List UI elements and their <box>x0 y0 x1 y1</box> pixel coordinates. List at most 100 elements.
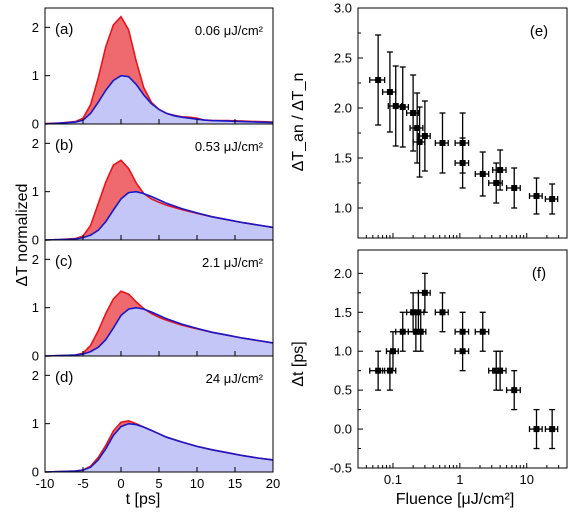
marker <box>497 167 504 173</box>
data-point <box>395 66 410 148</box>
blue-line <box>44 190 274 241</box>
marker <box>511 387 518 394</box>
y-tick-label: 0 <box>32 349 39 364</box>
data-point <box>528 408 543 450</box>
panel-label: (d) <box>55 369 73 386</box>
y-tick-label: 0 <box>32 233 39 248</box>
marker <box>414 125 421 131</box>
marker <box>549 196 556 202</box>
panel-e: 1.0 1.5 2.0 2.5 3.0 (e) <box>334 1 568 239</box>
panel-f: -0.5 0.0 0.5 1.0 1.5 2.0 0.1 1 10 (f) <box>330 249 568 487</box>
fluence-label: 0.06 μJ/cm² <box>195 23 264 38</box>
y-tick-label: 2 <box>32 136 39 151</box>
y-tick-label: 1.5 <box>334 151 352 166</box>
x-tick-label: 0 <box>117 476 124 491</box>
data-point <box>492 350 507 391</box>
right-x-axis-label: Fluence [μJ/cm²] <box>396 491 515 508</box>
e-y-axis-label: ΔT_an / ΔT_n <box>290 73 307 172</box>
panel-label: (c) <box>55 253 73 270</box>
y-tick-label: 2 <box>32 20 39 35</box>
plot-frame <box>357 7 568 239</box>
blue-area <box>45 191 273 240</box>
data-point <box>544 408 559 450</box>
data-point <box>412 106 426 178</box>
marker <box>386 367 393 374</box>
blue-area <box>45 75 273 124</box>
blue-line <box>44 306 274 357</box>
y-tick-label: -0.5 <box>330 461 352 476</box>
marker <box>459 160 466 166</box>
marker <box>399 328 406 335</box>
y-tick-label: 1.0 <box>334 344 352 359</box>
panel-label: (a) <box>55 21 73 38</box>
plot-frame <box>357 249 568 469</box>
blue-line <box>44 422 274 473</box>
data-point <box>505 167 521 209</box>
y-tick-label: 2.0 <box>334 266 352 281</box>
y-tick-label: 1 <box>32 416 39 431</box>
marker <box>399 104 406 110</box>
x-tick-label: 15 <box>228 476 242 491</box>
y-tick-label: 0 <box>32 117 39 132</box>
x-tick-label: -10 <box>36 476 55 491</box>
marker <box>439 140 446 146</box>
marker <box>533 426 540 433</box>
fluence-label: 2.1 μJ/cm² <box>202 255 264 270</box>
marker <box>549 426 556 433</box>
marker <box>416 139 423 145</box>
panel-label: (e) <box>530 23 548 40</box>
y-tick-label: 1 <box>32 68 39 83</box>
data-point <box>413 311 427 352</box>
marker <box>375 77 382 83</box>
panel-c: 0 1 2 (c) 2.1 μJ/cm² <box>32 239 274 364</box>
data-point <box>528 177 543 215</box>
f-y-axis-label: Δt [ps] <box>290 341 307 386</box>
left-y-axis-label: ΔT normalized <box>14 184 31 287</box>
marker <box>479 171 486 177</box>
blue-line <box>44 74 274 125</box>
marker <box>511 185 518 191</box>
y-tick-label: 1.0 <box>334 201 352 216</box>
y-tick-label: 2.5 <box>334 51 352 66</box>
data-point <box>434 292 449 333</box>
x-tick-label: 20 <box>266 476 280 491</box>
marker <box>389 348 396 355</box>
panel-a: 0 1 2 (a) 0.06 μJ/cm² <box>32 7 274 132</box>
x-tick-label: 10 <box>190 476 204 491</box>
y-tick-label: 3.0 <box>334 1 352 16</box>
data-point <box>369 350 386 391</box>
data-point <box>405 74 420 152</box>
data-point <box>417 272 431 313</box>
marker <box>386 89 393 95</box>
data-point <box>381 51 397 133</box>
data-point <box>385 331 399 372</box>
data-point <box>369 34 386 126</box>
x-tick-label: 0.1 <box>384 472 402 487</box>
y-tick-label: 1 <box>32 300 39 315</box>
marker <box>410 110 417 116</box>
marker <box>375 367 382 374</box>
marker <box>421 289 428 296</box>
x-tick-label: -5 <box>77 476 89 491</box>
panel-d: 0 1 2 -10 -5 0 5 10 15 20 (d) 24 μJ/cm² <box>32 355 280 491</box>
y-tick-label: 1 <box>32 184 39 199</box>
fluence-label: 0.53 μJ/cm² <box>195 139 264 154</box>
blue-area <box>45 423 273 472</box>
right-panels: 1.0 1.5 2.0 2.5 3.0 (e) -0.5 0.0 0.5 1.0 1.5 2.0 0.1… <box>330 1 568 487</box>
y-tick-label: 1.5 <box>334 305 352 320</box>
x-tick-label: 5 <box>155 476 162 491</box>
y-tick-label: 2.0 <box>334 101 352 116</box>
marker <box>493 180 500 186</box>
data-point <box>505 370 521 411</box>
marker <box>459 348 466 355</box>
data-point <box>454 331 470 372</box>
panel-label: (b) <box>55 137 73 154</box>
marker <box>497 367 504 374</box>
marker <box>421 133 428 139</box>
x-tick-label: 10 <box>519 472 533 487</box>
left-x-axis-label: t [ps] <box>126 491 161 508</box>
data-point <box>417 100 431 172</box>
panel-b: 0 1 2 (b) 0.53 μJ/cm² <box>32 123 274 248</box>
data-point <box>492 149 507 191</box>
